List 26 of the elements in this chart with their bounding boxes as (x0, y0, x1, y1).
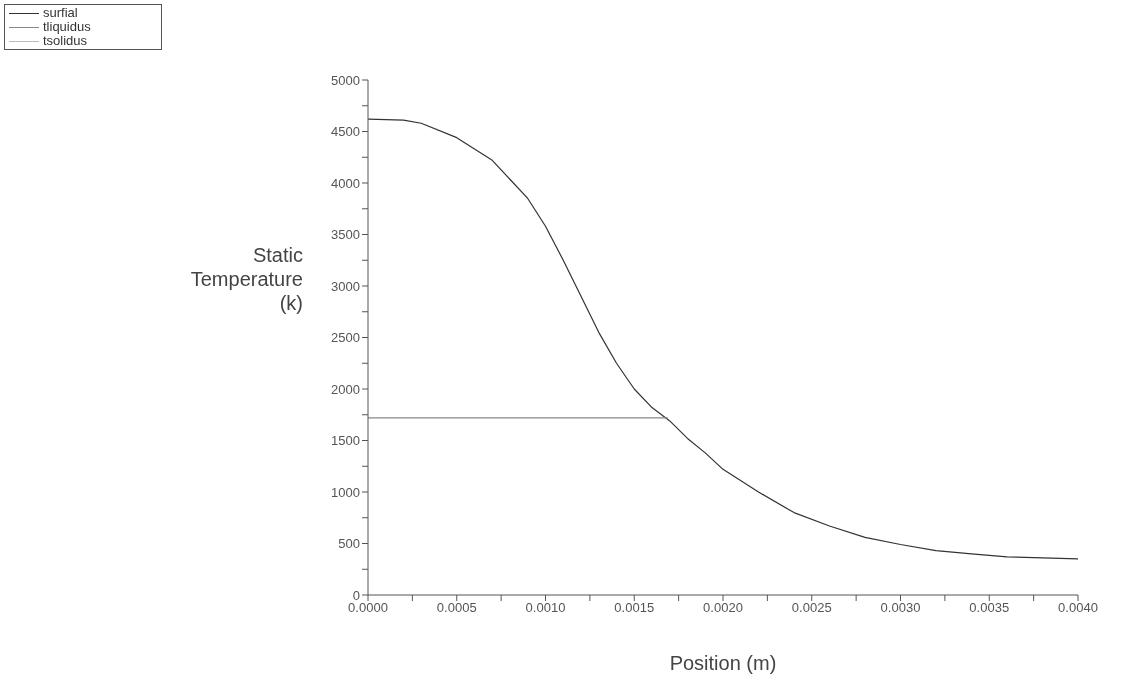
x-tick-label: 0.0030 (880, 600, 921, 616)
line-series (368, 118, 1078, 560)
legend-label: surfial (42, 5, 79, 20)
x-axis-title: Position (m) (669, 652, 777, 674)
y-tick-label: 500 (338, 536, 360, 552)
y-tick-label: 4000 (331, 175, 360, 191)
y-axis-title: Static Temperature (k) (189, 243, 303, 315)
y-tick-label: 4500 (331, 124, 360, 140)
x-tick-label: 0.0035 (969, 600, 1010, 616)
y-tick-label: 2000 (331, 381, 360, 397)
legend-label: tsolidus (42, 33, 88, 48)
x-tick-label: 0.0025 (791, 600, 832, 616)
y-tick-label: 1000 (331, 484, 360, 500)
x-tick-label: 0.0040 (1058, 600, 1098, 616)
x-tick-label: 0.0010 (525, 600, 566, 616)
y-tick-label: 1500 (331, 433, 360, 449)
y-tick-label: 5000 (331, 72, 360, 88)
x-tick-label: 0.0015 (614, 600, 655, 616)
x-tick-label: 0.0005 (436, 600, 477, 616)
y-tick-label: 0 (352, 587, 360, 603)
y-tick-label: 3500 (331, 227, 360, 243)
legend-label: tliquidus (42, 19, 92, 34)
y-tick-label: 3000 (331, 278, 360, 294)
y-tick-label: 2500 (331, 330, 360, 346)
x-tick-label: 0.0020 (703, 600, 743, 616)
x-tick-label: 0.0000 (348, 600, 388, 616)
